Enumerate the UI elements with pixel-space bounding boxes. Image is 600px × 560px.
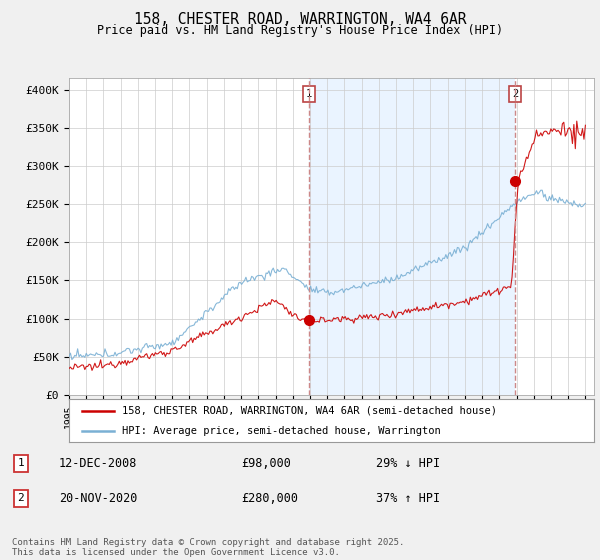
Text: 20-NOV-2020: 20-NOV-2020 [59,492,137,505]
Text: 2: 2 [17,493,24,503]
Text: 37% ↑ HPI: 37% ↑ HPI [376,492,440,505]
Text: HPI: Average price, semi-detached house, Warrington: HPI: Average price, semi-detached house,… [121,426,440,436]
Text: 29% ↓ HPI: 29% ↓ HPI [376,457,440,470]
Text: 158, CHESTER ROAD, WARRINGTON, WA4 6AR (semi-detached house): 158, CHESTER ROAD, WARRINGTON, WA4 6AR (… [121,405,497,416]
Text: 1: 1 [306,88,312,99]
Text: Price paid vs. HM Land Registry's House Price Index (HPI): Price paid vs. HM Land Registry's House … [97,24,503,37]
Text: 1: 1 [17,459,24,468]
Text: £280,000: £280,000 [241,492,298,505]
Bar [309,78,515,395]
Text: £98,000: £98,000 [241,457,291,470]
Text: 158, CHESTER ROAD, WARRINGTON, WA4 6AR: 158, CHESTER ROAD, WARRINGTON, WA4 6AR [134,12,466,27]
Text: 12-DEC-2008: 12-DEC-2008 [59,457,137,470]
Text: Contains HM Land Registry data © Crown copyright and database right 2025.
This d: Contains HM Land Registry data © Crown c… [12,538,404,557]
Text: 2: 2 [512,88,518,99]
